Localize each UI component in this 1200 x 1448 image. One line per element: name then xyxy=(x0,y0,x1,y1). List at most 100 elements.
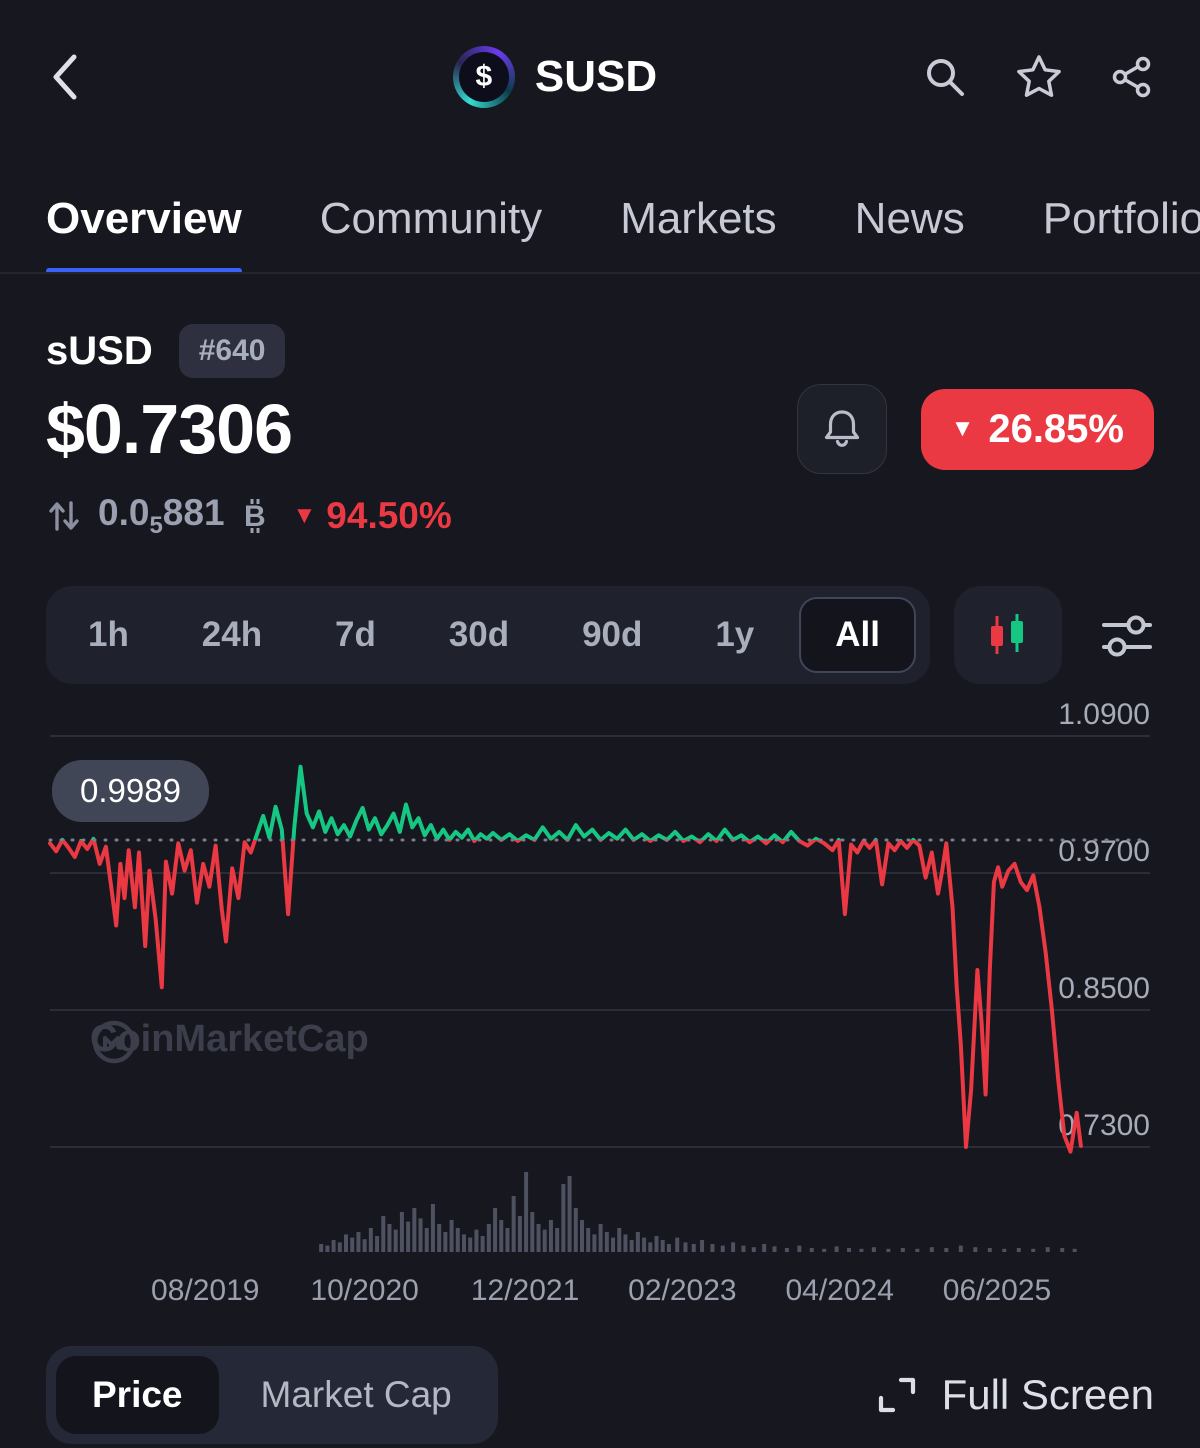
volume-bar xyxy=(654,1236,659,1252)
volume-bar xyxy=(412,1208,417,1252)
range-24h[interactable]: 24h xyxy=(201,615,263,654)
volume-bar xyxy=(480,1236,485,1252)
volume-bar xyxy=(325,1245,330,1252)
btc-change: ▼ 94.50% xyxy=(293,495,452,537)
price-line-down xyxy=(48,840,1083,1154)
chart-settings-button[interactable] xyxy=(1100,610,1154,660)
volume-bar xyxy=(648,1242,653,1252)
volume-bar xyxy=(337,1242,342,1252)
volume-bar xyxy=(344,1234,349,1252)
volume-bar xyxy=(443,1232,448,1252)
volume-bar xyxy=(797,1245,802,1252)
volume-bar xyxy=(586,1228,591,1252)
range-all[interactable]: All xyxy=(799,597,916,673)
volume-bar xyxy=(642,1237,647,1252)
volume-bar xyxy=(772,1246,777,1252)
tab-markets[interactable]: Markets xyxy=(620,194,777,243)
volume-bar xyxy=(505,1228,510,1252)
volume-bar xyxy=(567,1176,572,1252)
coin-logo-glyph: $ xyxy=(458,52,509,102)
volume-bar xyxy=(847,1248,852,1252)
volume-bar xyxy=(406,1221,411,1252)
volume-bar xyxy=(462,1234,466,1252)
share-icon xyxy=(1112,56,1151,98)
volume-bar xyxy=(530,1212,535,1252)
price-change-badge[interactable]: ▼ 26.85% xyxy=(920,388,1154,470)
volume-bar xyxy=(809,1248,814,1252)
volume-bar xyxy=(455,1228,460,1252)
volume-bar xyxy=(834,1246,839,1252)
volume-bar xyxy=(617,1228,622,1252)
volume-bar xyxy=(623,1234,628,1252)
favorite-button[interactable] xyxy=(1014,53,1064,101)
tab-bar: Overview Community Markets News Portfoli… xyxy=(0,194,1200,274)
range-1y[interactable]: 1y xyxy=(715,615,755,654)
tab-community[interactable]: Community xyxy=(319,194,543,243)
range-90d[interactable]: 90d xyxy=(582,615,643,654)
price-alert-button[interactable] xyxy=(796,384,887,474)
btc-price-row: 0.05881 B ▼ 94.50% xyxy=(46,492,1154,540)
volume-bar xyxy=(387,1224,392,1252)
share-button[interactable] xyxy=(1110,55,1154,99)
price-line-up xyxy=(60,764,917,841)
star-icon xyxy=(1017,55,1061,97)
price-change-value: 26.85% xyxy=(988,406,1124,451)
volume-bar xyxy=(762,1244,767,1252)
price-marketcap-toggle: Price Market Cap xyxy=(46,1346,498,1444)
btc-change-value: 94.50% xyxy=(326,495,452,536)
volume-bar xyxy=(1060,1248,1065,1252)
up-down-arrows-icon xyxy=(49,501,79,531)
coin-price: $0.7306 xyxy=(46,390,293,468)
volume-bar xyxy=(592,1234,597,1252)
header: $ SUSD xyxy=(0,0,1200,120)
triangle-down-icon: ▼ xyxy=(950,415,975,442)
back-button[interactable] xyxy=(46,49,86,105)
volume-bar xyxy=(393,1229,398,1252)
btc-price-value: 0.05881 xyxy=(98,492,225,539)
search-button[interactable] xyxy=(922,54,968,100)
volume-bar xyxy=(331,1240,336,1252)
volume-bar xyxy=(399,1212,404,1252)
volume-bar xyxy=(741,1245,746,1252)
volume-bar xyxy=(886,1248,891,1252)
volume-bar xyxy=(635,1232,640,1252)
candlestick-icon xyxy=(991,614,1023,654)
candlestick-toggle-button[interactable] xyxy=(954,586,1062,684)
tab-portfolio[interactable]: Portfolio xyxy=(1042,194,1200,243)
page-title: SUSD xyxy=(534,52,658,101)
fullscreen-icon xyxy=(878,1377,915,1413)
bell-icon xyxy=(824,410,859,447)
volume-bar xyxy=(1016,1248,1021,1252)
volume-bar xyxy=(368,1228,373,1252)
tab-overview[interactable]: Overview xyxy=(46,194,242,272)
fullscreen-label: Full Screen xyxy=(941,1371,1154,1418)
y-tick-label: 1.0900 xyxy=(1058,700,1150,731)
range-1h[interactable]: 1h xyxy=(88,615,129,654)
range-selector: 1h 24h 7d 30d 90d 1y All xyxy=(46,586,930,684)
tab-news[interactable]: News xyxy=(854,194,965,243)
volume-bar xyxy=(542,1229,547,1252)
range-30d[interactable]: 30d xyxy=(448,615,510,654)
btc-price-subscript: 5 xyxy=(149,512,163,539)
coin-symbol: sUSD xyxy=(46,328,153,373)
volume-bar xyxy=(731,1242,736,1252)
volume-bar xyxy=(548,1220,553,1252)
volume-bar xyxy=(784,1248,789,1252)
volume-bar xyxy=(666,1244,671,1252)
y-tick-label: 0.8500 xyxy=(1058,972,1150,1005)
range-7d[interactable]: 7d xyxy=(335,615,376,654)
volume-bar xyxy=(691,1244,696,1252)
toggle-market-cap[interactable]: Market Cap xyxy=(260,1374,452,1415)
volume-bar xyxy=(499,1220,504,1252)
volume-bar xyxy=(675,1237,680,1252)
volume-bar xyxy=(350,1237,355,1252)
volume-bar xyxy=(859,1248,864,1252)
coin-rank-badge: #640 xyxy=(178,324,286,378)
x-axis-label: 10/2020 xyxy=(310,1274,418,1307)
coinmarketcap-logo-icon xyxy=(92,1020,136,1064)
fullscreen-button[interactable]: Full Screen xyxy=(874,1371,1154,1419)
volume-bar xyxy=(604,1232,609,1252)
toggle-price[interactable]: Price xyxy=(56,1356,219,1434)
